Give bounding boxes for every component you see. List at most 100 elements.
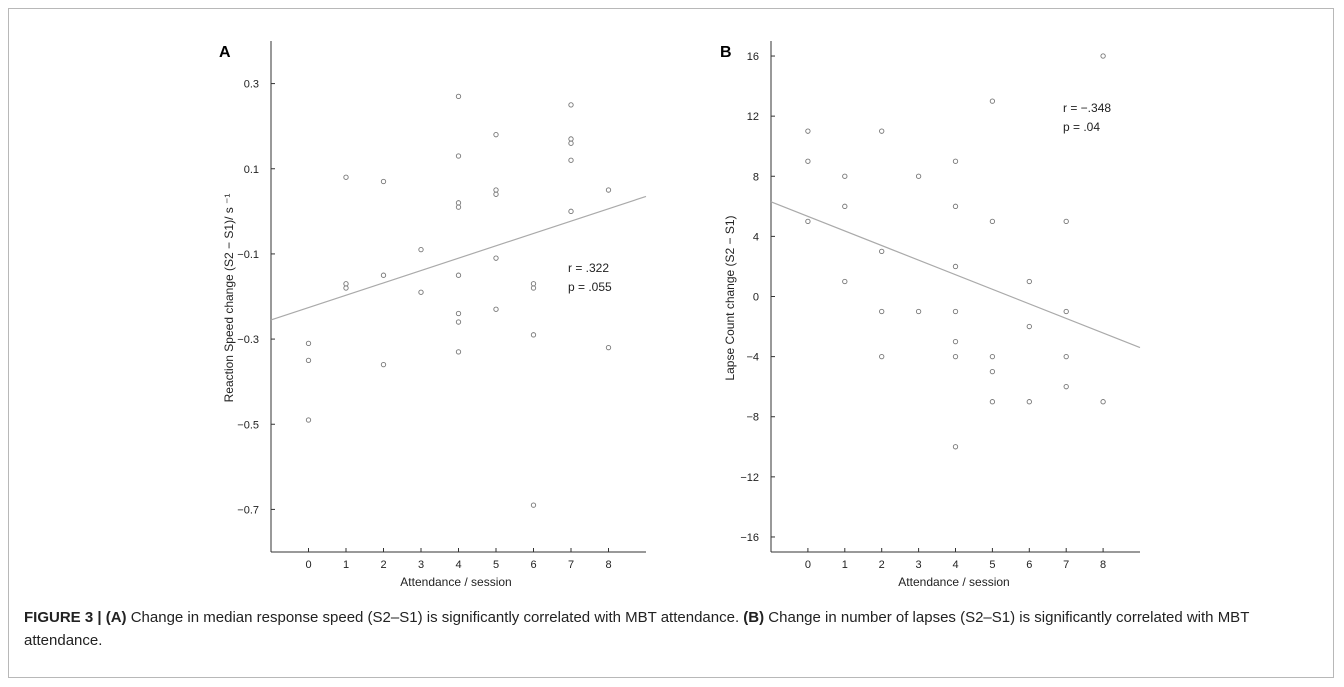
data-point [1063, 384, 1069, 390]
data-point [952, 444, 959, 450]
panel-a: A 0 1 2 3 4 5 6 7 8 −0.7 −0.5 −0.3 −0.1 0.1 0.3 Attend… [219, 41, 647, 589]
panel-b-y-axis-label: Lapse Count change (S2 − S1) [723, 215, 737, 380]
data-point [568, 208, 574, 214]
caption-b-text: Change in number of lapses (S2–S1) is si… [24, 609, 1250, 649]
data-point [605, 187, 612, 193]
data-point [915, 173, 922, 179]
y-tick-label: −4 [746, 352, 759, 364]
data-point [1063, 218, 1069, 225]
x-tick-label: 3 [916, 559, 922, 571]
figure-frame [8, 8, 1334, 678]
data-point [1026, 278, 1032, 285]
data-point [952, 203, 959, 209]
data-point [989, 353, 996, 360]
figure-caption: FIGURE 3 | (A) Change in median response… [24, 606, 1320, 652]
data-point [842, 173, 848, 179]
data-point [305, 357, 312, 364]
panel-a-r-value: r = .322 [568, 261, 609, 275]
x-tick-label: 5 [493, 559, 499, 571]
y-tick-label: −0.3 [237, 334, 259, 346]
data-point [1100, 399, 1106, 405]
y-tick-label: 4 [753, 231, 759, 243]
data-point [605, 344, 612, 351]
data-point [380, 178, 387, 185]
data-point [952, 353, 959, 360]
y-tick-label: 12 [747, 111, 759, 123]
data-point [1100, 53, 1106, 59]
data-point [455, 153, 462, 159]
panel-a-y-axis-label: Reaction Speed change (S2 − S1)/ s ⁻¹ [222, 194, 236, 403]
x-tick-label: 2 [879, 559, 885, 571]
y-tick-label: −12 [740, 472, 759, 484]
data-point [842, 278, 848, 285]
data-point [879, 128, 885, 134]
caption-a-text: Change in median response speed (S2–S1) … [130, 609, 740, 626]
panel-b-fit-line [770, 201, 1141, 349]
data-point [380, 361, 387, 368]
data-point [1063, 353, 1069, 360]
data-point [1026, 399, 1032, 405]
x-tick-label: 4 [455, 559, 461, 571]
x-tick-label: 1 [842, 559, 848, 571]
data-point [952, 263, 959, 270]
panel-b-p-value: p = .04 [1063, 120, 1100, 134]
y-tick-label: 0 [753, 292, 759, 304]
y-tick-label: −0.1 [237, 249, 259, 261]
data-point [455, 319, 462, 325]
caption-b-marker: (B) [743, 609, 765, 626]
y-tick-label: 16 [747, 51, 759, 63]
data-point [989, 368, 996, 375]
data-point [805, 128, 811, 134]
data-point [568, 157, 574, 163]
data-point [455, 272, 462, 278]
data-point [805, 158, 811, 164]
x-tick-label: 7 [1063, 559, 1069, 571]
data-point [530, 502, 537, 508]
data-point [305, 340, 312, 346]
data-point [879, 248, 885, 255]
x-tick-label: 4 [952, 559, 958, 571]
data-point [989, 98, 996, 104]
x-tick-label: 2 [380, 559, 386, 571]
data-point [530, 285, 537, 291]
panel-b-r-value: r = −.348 [1063, 101, 1111, 115]
data-point [805, 218, 811, 225]
data-point [455, 310, 462, 317]
data-point [952, 338, 959, 345]
data-point [455, 93, 462, 100]
caption-figure-label: FIGURE 3 | [24, 609, 102, 626]
data-point [952, 308, 959, 315]
x-tick-label: 8 [1100, 559, 1106, 571]
x-tick-label: 6 [1026, 559, 1032, 571]
panel-a-x-axis-label: Attendance / session [400, 575, 511, 589]
x-tick-label: 5 [989, 559, 995, 571]
data-point [568, 102, 574, 108]
data-point [1026, 323, 1032, 330]
panel-b-x-axis-label: Attendance / session [898, 575, 1009, 589]
regression-line [770, 201, 1141, 349]
data-point [530, 332, 537, 338]
data-point [493, 191, 499, 197]
panel-b-points [805, 53, 1106, 450]
y-tick-label: −0.5 [237, 419, 259, 431]
data-point [493, 132, 499, 138]
x-tick-label: 1 [343, 559, 349, 571]
data-point [530, 281, 537, 287]
data-point [989, 399, 996, 405]
panel-b-label: B [720, 44, 732, 61]
y-tick-label: 0.1 [244, 164, 259, 176]
x-tick-label: 7 [568, 559, 574, 571]
data-point [1063, 308, 1069, 315]
x-tick-label: 0 [805, 559, 811, 571]
y-tick-label: −0.7 [237, 504, 259, 516]
data-point [989, 218, 996, 225]
caption-a-marker: (A) [105, 609, 127, 626]
figure-charts: A 0 1 2 3 4 5 6 7 8−0.7−0.5−0.3−0.10.10.3 Attend… [219, 41, 1141, 589]
x-tick-label: 8 [605, 559, 611, 571]
data-point [842, 203, 848, 209]
panel-a-points [305, 93, 612, 508]
x-tick-label: 3 [418, 559, 424, 571]
data-point [418, 289, 424, 295]
